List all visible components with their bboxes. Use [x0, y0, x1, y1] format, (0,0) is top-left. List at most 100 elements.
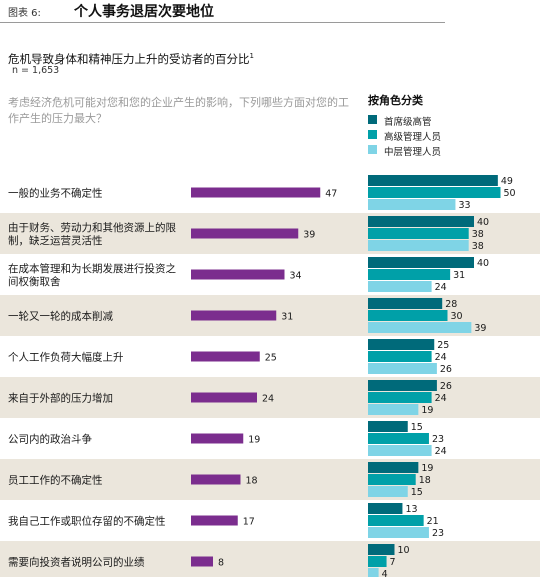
- role-value-label: 26: [440, 381, 452, 392]
- role-bar: [368, 433, 429, 444]
- role-value-label: 19: [421, 463, 433, 474]
- category-label: 个人工作负荷大幅度上升: [8, 351, 124, 364]
- role-bar: [368, 404, 419, 415]
- row-background: [0, 377, 540, 418]
- role-value-label: 25: [437, 340, 449, 351]
- legend-swatch: [368, 115, 377, 124]
- role-value-label: 7: [390, 557, 396, 568]
- role-value-label: 23: [432, 528, 444, 539]
- overall-value-label: 31: [281, 312, 293, 323]
- overall-value-label: 34: [290, 271, 302, 282]
- overall-bar: [191, 433, 244, 444]
- legend-title: 按角色分类: [368, 94, 423, 107]
- overall-value-label: 25: [265, 353, 277, 364]
- role-value-label: 28: [445, 299, 457, 310]
- chart-subtitle: 危机导致身体和精神压力上升的受访者的百分比1: [8, 51, 254, 67]
- role-value-label: 15: [411, 487, 423, 498]
- role-bar: [368, 486, 408, 497]
- legend-swatch: [368, 145, 377, 154]
- overall-bar: [191, 515, 238, 526]
- overall-bar: [191, 351, 260, 362]
- role-bar: [368, 298, 443, 309]
- sample-size: n = 1,653: [12, 65, 60, 76]
- chart-subtitle-text: 危机导致身体和精神压力上升的受访者的百分比: [8, 52, 250, 66]
- role-bar: [368, 421, 408, 432]
- overall-bar: [191, 392, 257, 403]
- role-bar: [368, 527, 429, 538]
- role-bar: [368, 544, 395, 555]
- role-bar: [368, 187, 501, 198]
- role-bar: [368, 339, 435, 350]
- role-value-label: 24: [435, 393, 447, 404]
- legend-label: 首席级高管: [384, 117, 432, 128]
- category-label: 员工工作的不确定性: [8, 474, 103, 487]
- role-bar: [368, 199, 456, 210]
- role-bar: [368, 269, 451, 280]
- overall-bar: [191, 269, 285, 280]
- overall-bar: [191, 474, 241, 485]
- category-label: 一般的业务不确定性: [8, 187, 103, 200]
- category-label: 我自己工作或职位存留的不确定性: [8, 515, 166, 528]
- role-value-label: 40: [477, 217, 489, 228]
- role-value-label: 13: [405, 504, 417, 515]
- figure-title: 个人事务退居次要地位: [74, 4, 214, 20]
- role-bar: [368, 216, 474, 227]
- role-value-label: 39: [474, 323, 486, 334]
- legend-label: 中层管理人员: [384, 147, 442, 158]
- role-value-label: 15: [411, 422, 423, 433]
- header-divider: [0, 22, 445, 23]
- footnote-marker: 1: [249, 52, 254, 61]
- role-value-label: 31: [453, 270, 465, 281]
- category-label: 来自于外部的压力增加: [8, 392, 113, 405]
- row-background: [0, 459, 540, 500]
- overall-value-label: 19: [248, 435, 260, 446]
- role-bar: [368, 322, 472, 333]
- overall-value-label: 18: [246, 476, 258, 487]
- figure-label: 图表 6:: [8, 8, 41, 19]
- survey-question: 考虑经济危机可能对您和您的企业产生的影响，下列哪些方面对您的工作产生的压力最大？: [8, 96, 349, 125]
- role-value-label: 26: [440, 364, 452, 375]
- role-bar: [368, 556, 387, 567]
- role-value-label: 50: [504, 188, 516, 199]
- overall-value-label: 17: [243, 517, 255, 528]
- role-bar: [368, 445, 432, 456]
- role-value-label: 24: [435, 352, 447, 363]
- row-background: [0, 541, 540, 577]
- role-value-label: 24: [435, 282, 447, 293]
- role-value-label: 38: [472, 241, 484, 252]
- role-value-label: 10: [398, 545, 410, 556]
- category-label: 需要向投资者说明公司的业绩: [8, 556, 145, 569]
- role-value-label: 24: [435, 446, 447, 457]
- legend-label: 高级管理人员: [384, 132, 442, 143]
- role-bar: [368, 257, 474, 268]
- overall-bar: [191, 228, 299, 239]
- role-bar: [368, 240, 469, 251]
- role-value-label: 21: [427, 516, 439, 527]
- role-value-label: 4: [382, 569, 388, 577]
- role-bar: [368, 380, 437, 391]
- role-value-label: 19: [421, 405, 433, 416]
- category-label: 公司内的政治斗争: [8, 433, 92, 446]
- role-value-label: 49: [501, 176, 513, 187]
- role-bar: [368, 568, 379, 577]
- role-bar: [368, 228, 469, 239]
- overall-value-label: 39: [303, 230, 315, 241]
- overall-bar: [191, 556, 213, 567]
- role-bar: [368, 351, 432, 362]
- role-bar: [368, 503, 403, 514]
- role-value-label: 23: [432, 434, 444, 445]
- overall-bar: [191, 310, 277, 321]
- role-value-label: 30: [451, 311, 463, 322]
- figure-header: 图表 6: 个人事务退居次要地位: [0, 0, 540, 34]
- role-value-label: 33: [458, 200, 470, 211]
- role-bar: [368, 310, 448, 321]
- overall-value-label: 8: [218, 558, 224, 569]
- role-value-label: 40: [477, 258, 489, 269]
- role-bar: [368, 175, 498, 186]
- overall-bar: [191, 187, 321, 198]
- category-label: 由于财务、劳动力和其他资源上的限制，缺乏运营灵活性: [8, 221, 176, 247]
- category-label: 一轮又一轮的成本削减: [8, 310, 113, 323]
- role-bar: [368, 462, 419, 473]
- legend-swatch: [368, 130, 377, 139]
